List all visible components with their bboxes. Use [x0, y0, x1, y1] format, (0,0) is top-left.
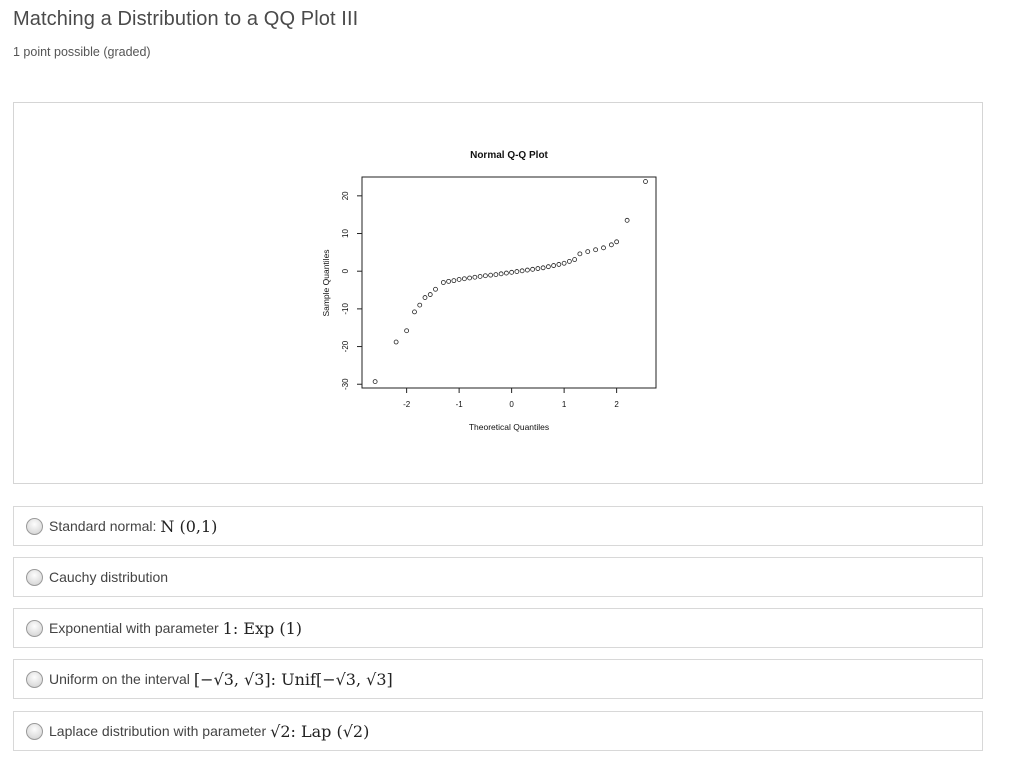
y-tick-label: 0 [341, 268, 350, 273]
x-tick-label: 1 [562, 400, 567, 409]
option-uniform[interactable]: Uniform on the interval [−√3, √3]: Unif[… [13, 659, 983, 699]
x-tick-label: -1 [456, 400, 464, 409]
chart-title: Normal Q-Q Plot [470, 150, 548, 161]
qq-plot-figure: Normal Q-Q Plot Theoretical Quantiles Sa… [13, 102, 983, 484]
option-math: 1: Exp (1) [222, 618, 303, 638]
y-tick-label: 10 [341, 229, 350, 238]
y-axis-label: Sample Quantiles [321, 249, 331, 316]
qq-point [524, 267, 530, 273]
qq-point [493, 272, 499, 277]
y-tick-label: -20 [341, 340, 350, 352]
x-tick-label: -2 [403, 400, 411, 409]
qq-plot-chart: Normal Q-Q Plot Theoretical Quantiles Sa… [321, 150, 657, 432]
qq-point [572, 257, 578, 262]
x-axis-ticks: -2 -1 0 1 2 [403, 388, 619, 409]
qq-point [561, 260, 567, 266]
qq-point [482, 273, 488, 279]
qq-point [422, 295, 428, 300]
radio-laplace[interactable] [26, 722, 43, 740]
qq-point [643, 179, 648, 184]
qq-point [488, 272, 494, 278]
qq-point [417, 302, 423, 308]
option-standard-normal[interactable]: Standard normal: N (0,1) [13, 506, 983, 546]
x-tick-label: 0 [509, 400, 514, 409]
qq-point [601, 245, 606, 251]
page-title: Matching a Distribution to a QQ Plot III [13, 8, 359, 30]
qq-point [498, 271, 504, 277]
qq-point [456, 277, 462, 282]
qq-point [446, 278, 452, 284]
qq-point [509, 269, 515, 275]
qq-point [461, 276, 467, 282]
x-axis-label: Theoretical Quantiles [469, 422, 549, 432]
qq-point [514, 269, 520, 274]
option-math: [−√3, √3]: Unif[−√3, √3] [193, 669, 393, 689]
qq-point [556, 262, 562, 267]
qq-point [545, 264, 551, 270]
qq-point [614, 239, 620, 245]
option-laplace[interactable]: Laplace distribution with parameter √2: … [13, 711, 983, 751]
qq-point [477, 274, 483, 279]
y-axis-ticks: -30 -20 -10 0 10 20 [341, 191, 362, 390]
qq-point [593, 247, 599, 253]
option-math: √2: Lap (√2) [270, 721, 370, 741]
qq-point [551, 263, 557, 268]
x-tick-label: 2 [614, 400, 619, 409]
qq-point [433, 286, 438, 292]
qq-point [535, 266, 541, 271]
radio-standard-normal[interactable] [26, 517, 43, 535]
option-label: Exponential with parameter [49, 620, 219, 636]
option-label: Standard normal: [49, 518, 157, 534]
qq-point [503, 270, 509, 276]
option-cauchy[interactable]: Cauchy distribution [13, 557, 983, 597]
qq-point [393, 339, 399, 345]
qq-point [566, 258, 572, 264]
qq-point [519, 268, 525, 274]
qq-point [624, 217, 630, 223]
radio-exponential[interactable] [26, 619, 43, 637]
qq-point [577, 251, 583, 257]
data-points [372, 179, 648, 384]
plot-frame [361, 176, 657, 389]
y-tick-label: -10 [341, 303, 350, 315]
y-tick-label: -30 [341, 378, 350, 390]
option-label: Uniform on the interval [49, 671, 190, 687]
qq-point [412, 309, 417, 315]
radio-uniform[interactable] [26, 670, 43, 688]
points-info: 1 point possible (graded) [13, 45, 151, 59]
qq-point [440, 280, 446, 285]
option-exponential[interactable]: Exponential with parameter 1: Exp (1) [13, 608, 983, 648]
radio-cauchy[interactable] [26, 568, 43, 586]
option-label: Laplace distribution with parameter [49, 723, 267, 739]
qq-point [540, 265, 546, 271]
qq-point [372, 379, 378, 384]
qq-point [451, 278, 457, 284]
option-math: N (0,1) [160, 516, 218, 536]
qq-point [467, 275, 473, 281]
qq-point [530, 266, 536, 272]
option-label: Cauchy distribution [49, 569, 169, 585]
qq-point [585, 249, 591, 255]
qq-point [472, 274, 478, 280]
qq-point [427, 292, 433, 297]
qq-point [608, 242, 614, 248]
y-tick-label: 20 [341, 191, 350, 200]
qq-point [404, 328, 410, 334]
